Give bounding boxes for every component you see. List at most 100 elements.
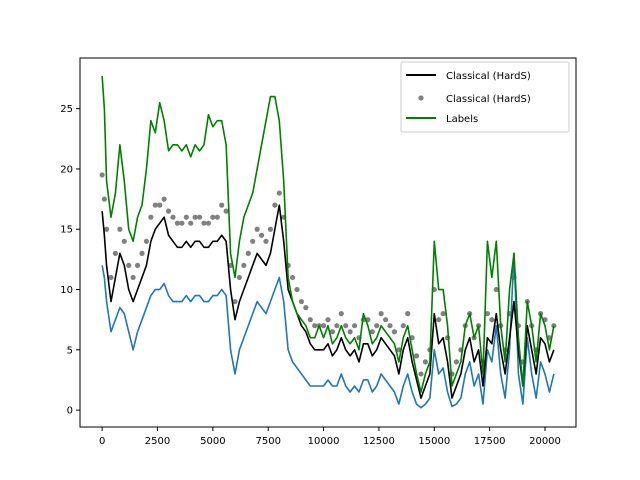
scatter-point	[201, 220, 207, 226]
scatter-point	[232, 298, 238, 305]
scatter-point	[418, 371, 424, 377]
scatter-point	[267, 226, 274, 232]
scatter-point	[391, 329, 398, 335]
scatter-point	[320, 323, 327, 329]
scatter-point	[378, 311, 384, 317]
scatter-point	[258, 232, 265, 238]
scatter-point	[210, 214, 216, 220]
scatter-point	[108, 274, 114, 281]
series-layer	[99, 76, 557, 409]
scatter-point	[453, 359, 460, 365]
scatter-point	[148, 214, 154, 220]
scatter-point	[250, 238, 256, 244]
x-tick-label: 7500	[255, 436, 280, 447]
y-tick-label: 15	[60, 225, 73, 236]
scatter-point	[192, 214, 198, 220]
scatter-point	[413, 353, 420, 359]
scatter-point	[139, 250, 145, 256]
x-tick-label: 15000	[418, 436, 450, 447]
y-tick-label: 25	[60, 104, 73, 115]
scatter-point	[157, 202, 163, 208]
scatter-point	[440, 311, 446, 317]
scatter-point	[272, 202, 278, 208]
scatter-point	[214, 214, 220, 220]
scatter-point	[121, 238, 127, 244]
scatter-point	[351, 323, 358, 329]
y-tick-label: 0	[67, 406, 73, 417]
x-tick-label: 5000	[200, 436, 225, 447]
scatter-point	[334, 323, 340, 329]
scatter-point	[241, 262, 247, 269]
scatter-point	[161, 196, 167, 202]
scatter-point	[174, 220, 181, 226]
y-tick-label: 5	[67, 345, 73, 356]
scatter-point	[143, 238, 150, 244]
legend-box	[400, 61, 570, 133]
series-3	[101, 76, 555, 393]
scatter-point	[170, 214, 176, 220]
legend-label-classical-scatter: Classical (HardS)	[446, 94, 531, 105]
scatter-point	[400, 323, 406, 329]
x-tick-label: 2500	[145, 436, 170, 447]
scatter-point	[489, 317, 495, 323]
scatter-point	[117, 226, 123, 232]
x-tick-label: 10000	[308, 436, 340, 447]
legend-swatch-gray-dot	[418, 95, 424, 101]
x-tick-label: 0	[99, 436, 105, 447]
series-line-2	[101, 252, 555, 409]
scatter-point	[307, 317, 313, 323]
series-line-3	[101, 76, 555, 393]
scatter-point	[329, 329, 336, 335]
scatter-point	[152, 202, 158, 208]
scatter-point	[436, 317, 442, 323]
scatter-point	[387, 323, 393, 329]
legend-label-classical-line: Classical (HardS)	[446, 71, 531, 82]
legend: Classical (HardS) Classical (HardS) Labe…	[400, 61, 570, 133]
x-tick-label: 20000	[529, 436, 561, 447]
scatter-point	[205, 220, 212, 226]
scatter-point	[276, 190, 282, 196]
scatter-point	[101, 196, 107, 202]
scatter-point	[325, 317, 331, 323]
scatter-point	[422, 359, 429, 365]
x-tick-label: 12500	[363, 436, 395, 447]
scatter-point	[374, 323, 380, 329]
scatter-point	[263, 238, 269, 244]
series-0	[101, 204, 555, 399]
scatter-point	[347, 329, 353, 335]
scatter-point	[369, 329, 375, 335]
scatter-point	[126, 262, 132, 269]
scatter-point	[165, 208, 172, 214]
scatter-point	[382, 317, 389, 323]
scatter-point	[338, 311, 344, 317]
scatter-point	[303, 305, 309, 311]
x-tick-label: 17500	[474, 436, 506, 447]
scatter-point	[493, 286, 499, 293]
scatter-point	[289, 274, 296, 281]
scatter-point	[312, 323, 318, 329]
legend-label-labels: Labels	[446, 114, 478, 125]
scatter-point	[245, 250, 251, 256]
scatter-point	[484, 311, 491, 317]
scatter-point	[99, 172, 105, 178]
plot-frame	[79, 57, 577, 428]
scatter-point	[134, 262, 141, 269]
scatter-point	[179, 220, 185, 226]
series-2	[101, 252, 555, 409]
scatter-point	[103, 226, 110, 232]
series-line-0	[101, 204, 555, 399]
scatter-point	[405, 311, 411, 317]
scatter-point	[112, 250, 119, 256]
scatter-point	[130, 274, 136, 281]
scatter-point	[236, 274, 243, 281]
x-axis: 0 2500 5000 7500 10000 12500 15000 17500 20000	[99, 427, 561, 447]
scatter-point	[188, 220, 194, 226]
scatter-point	[254, 226, 260, 232]
y-tick-label: 10	[60, 285, 73, 296]
scatter-point	[219, 202, 225, 208]
scatter-point	[298, 298, 305, 305]
scatter-point	[294, 286, 300, 293]
scatter-point	[183, 214, 189, 220]
y-axis: 0 5 10 15 20 25	[60, 104, 80, 417]
